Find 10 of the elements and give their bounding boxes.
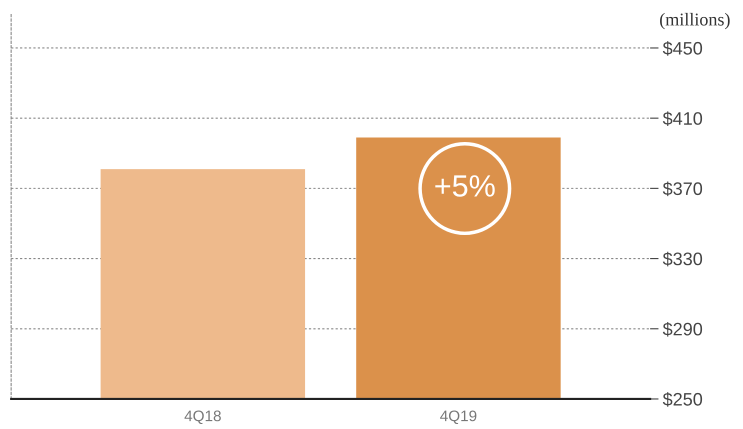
y-tick-label: $290 (662, 322, 702, 337)
y-axis-title: (millions) (660, 12, 730, 30)
y-tick-label: $330 (662, 252, 702, 266)
x-tick-label: 4Q19 (440, 410, 476, 424)
y-tick-label: $450 (662, 41, 702, 56)
y-tick-label: $370 (662, 182, 702, 196)
annotation: +5% (435, 175, 495, 197)
y-tick-label: $410 (662, 111, 702, 126)
y-tick-label: $250 (662, 392, 702, 407)
x-tick-label: 4Q18 (184, 410, 221, 424)
